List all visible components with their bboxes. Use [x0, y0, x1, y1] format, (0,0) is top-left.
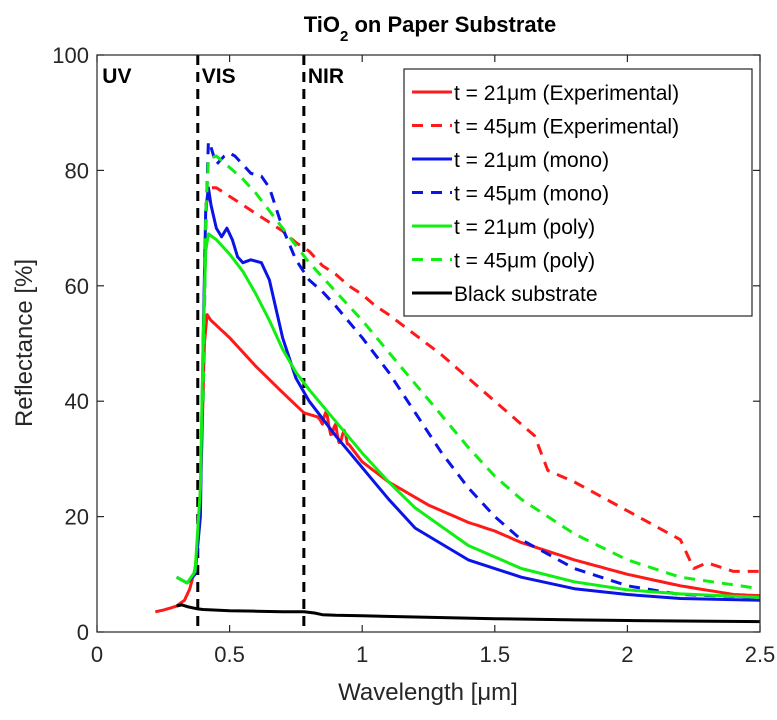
y-tick-label: 100 — [52, 43, 89, 68]
legend-label: Black substrate — [454, 283, 598, 306]
region-label: NIR — [308, 65, 344, 88]
y-tick-label: 0 — [77, 620, 89, 645]
x-tick-label: 1.5 — [480, 642, 511, 667]
series-line — [176, 603, 760, 624]
x-tick-label: 0 — [91, 642, 103, 667]
legend-label: t = 21μm (Experimental) — [454, 82, 679, 105]
title-main: TiO — [304, 12, 340, 37]
series-line — [175, 186, 760, 602]
x-tick-label: 0.5 — [214, 642, 245, 667]
legend-label: t = 45μm (Experimental) — [454, 116, 679, 139]
plot-frame — [96, 54, 761, 633]
y-axis-title: Reflectance [%] — [11, 259, 38, 427]
title-subscript: 2 — [340, 28, 348, 45]
legend-label: t = 21μm (poly) — [454, 216, 595, 239]
axes: 0 0.5 1 1.5 2 2.5 0 20 40 60 80 100 — [52, 43, 775, 667]
legend-label: t = 45μm (mono) — [454, 183, 609, 206]
legend-box — [403, 68, 753, 317]
region-label: VIS — [202, 65, 236, 88]
y-tick-label: 60 — [65, 274, 89, 299]
y-tick-label: 20 — [65, 505, 89, 530]
title-rest: on Paper Substrate — [348, 12, 556, 37]
legend-label: t = 45μm (poly) — [454, 250, 595, 273]
x-axis-title: Wavelength [μm] — [338, 679, 518, 706]
legend-label: t = 21μm (mono) — [454, 149, 609, 172]
series-line — [201, 154, 760, 591]
y-tick-label: 40 — [65, 389, 89, 414]
region-labels: UV VIS NIR — [102, 65, 344, 88]
region-label: UV — [102, 65, 131, 88]
series-line — [204, 186, 760, 573]
x-tick-label: 1 — [356, 642, 368, 667]
chart-title: TiO2 on Paper Substrate — [304, 12, 556, 45]
x-tick-label: 2 — [621, 642, 633, 667]
svg-text:TiO2 on Paper Substrate: TiO2 on Paper Substrate — [304, 12, 556, 45]
x-tick-label: 2.5 — [745, 642, 776, 667]
legend: t = 21μm (Experimental) t = 45μm (Experim… — [403, 68, 753, 317]
y-tick-label: 80 — [65, 158, 89, 183]
series-layer — [154, 140, 760, 624]
